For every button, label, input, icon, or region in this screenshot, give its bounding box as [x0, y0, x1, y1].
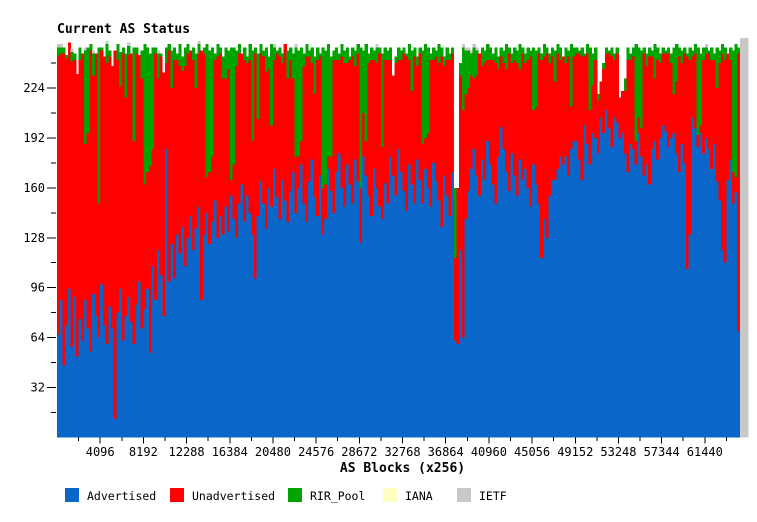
rir_pool-swatch-icon — [288, 488, 302, 502]
legend: Advertised Unadvertised RIR_Pool IANA IETF — [0, 488, 757, 504]
iana-swatch-icon — [383, 488, 397, 502]
svg-text:96: 96 — [31, 281, 45, 295]
legend-label: Unadvertised — [192, 489, 276, 503]
svg-text:40960: 40960 — [471, 445, 507, 459]
svg-text:20480: 20480 — [255, 445, 291, 459]
svg-text:24576: 24576 — [298, 445, 334, 459]
svg-text:8192: 8192 — [129, 445, 158, 459]
ietf-swatch-icon — [457, 488, 471, 502]
advertised-swatch-icon — [65, 488, 79, 502]
svg-text:49152: 49152 — [557, 445, 593, 459]
svg-text:4096: 4096 — [86, 445, 115, 459]
svg-text:53248: 53248 — [600, 445, 636, 459]
svg-text:32768: 32768 — [384, 445, 420, 459]
svg-text:28672: 28672 — [341, 445, 377, 459]
svg-text:128: 128 — [23, 231, 45, 245]
svg-text:224: 224 — [23, 81, 45, 95]
svg-text:64: 64 — [31, 331, 45, 345]
legend-label: IETF — [479, 489, 507, 503]
x-axis-title: AS Blocks (x256) — [339, 461, 466, 476]
svg-text:160: 160 — [23, 181, 45, 195]
svg-text:45056: 45056 — [514, 445, 550, 459]
svg-text:12288: 12288 — [169, 445, 205, 459]
svg-text:57344: 57344 — [644, 445, 680, 459]
svg-text:36864: 36864 — [428, 445, 464, 459]
svg-text:32: 32 — [31, 381, 45, 395]
unadvertised-swatch-icon — [170, 488, 184, 502]
legend-label: Advertised — [87, 489, 157, 503]
chart-title: Current AS Status — [57, 22, 191, 37]
svg-text:61440: 61440 — [687, 445, 723, 459]
svg-text:192: 192 — [23, 131, 45, 145]
legend-label: RIR_Pool — [310, 489, 366, 503]
svg-text:16384: 16384 — [212, 445, 248, 459]
legend-label: IANA — [405, 489, 433, 503]
